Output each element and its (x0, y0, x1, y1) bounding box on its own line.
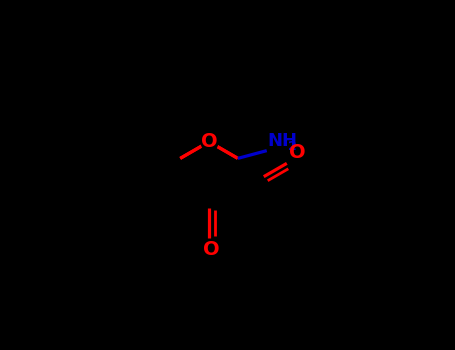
Text: NH: NH (268, 132, 298, 149)
Text: 2: 2 (288, 140, 297, 153)
Text: O: O (201, 132, 217, 150)
Text: O: O (288, 143, 305, 162)
Text: O: O (203, 240, 220, 259)
